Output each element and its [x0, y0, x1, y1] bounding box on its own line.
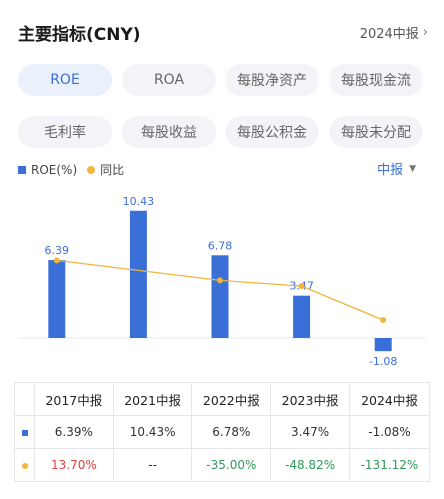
header: 主要指标(CNY) 2024中报 ›	[0, 0, 444, 56]
period-link[interactable]: 2024中报 ›	[360, 23, 428, 42]
yoy-point	[53, 257, 60, 264]
yoy-line	[56, 259, 384, 321]
tab-gross-margin[interactable]: 毛利率	[18, 116, 112, 148]
table-header-row: 2017中报 2021中报 2022中报 2023中报 2024中报	[14, 382, 431, 416]
table-corner	[14, 382, 35, 416]
tab-bvps[interactable]: 每股净资产	[225, 64, 319, 96]
column-header: 2022中报	[191, 382, 272, 416]
table-cell: -48.82%	[270, 448, 350, 482]
yoy-point	[298, 283, 305, 290]
table-cell: 6.39%	[34, 415, 114, 449]
yoy-point	[217, 277, 223, 284]
legend-yoy-label: 同比	[100, 163, 125, 177]
legend-roe-label: ROE(%)	[31, 162, 78, 177]
roe-row-marker	[14, 415, 35, 449]
table-cell: 6.78%	[191, 415, 272, 449]
table-row-roe: 6.39% 10.43% 6.78% 3.47% -1.08%	[14, 415, 431, 449]
table-row-yoy: 13.70% -- -35.00% -48.82% -131.12%	[14, 448, 431, 482]
table-cell: -1.08%	[348, 415, 431, 449]
column-header: 2023中报	[270, 382, 350, 416]
tab-undistributed[interactable]: 每股未分配	[329, 116, 423, 148]
tab-label: 每股净资产	[237, 73, 307, 89]
bar-value-label: 6.39	[45, 244, 70, 257]
period-label: 2024中报	[359, 27, 419, 42]
tab-roe[interactable]: ROE	[18, 64, 112, 96]
page-title: 主要指标(CNY)	[18, 25, 141, 45]
tab-capital-reserve[interactable]: 每股公积金	[225, 116, 319, 148]
tab-label: 毛利率	[44, 125, 86, 141]
table-cell: --	[112, 448, 193, 482]
table-cell: -35.00%	[191, 448, 272, 482]
dot-marker-icon	[21, 463, 28, 469]
roe-bar	[48, 260, 66, 338]
roe-bar	[293, 295, 311, 338]
tab-label: 每股未分配	[341, 125, 411, 141]
table-cell: 3.47%	[270, 415, 350, 449]
tab-label: ROA	[153, 72, 185, 88]
period-select[interactable]: 中报 ▼	[377, 159, 416, 178]
yoy-legend-marker	[87, 165, 96, 174]
caret-down-icon: ▼	[409, 163, 416, 174]
table-cell: 10.43%	[112, 415, 193, 449]
column-header: 2017中报	[34, 382, 114, 416]
roe-bar	[374, 338, 392, 352]
tab-label: ROE	[50, 72, 80, 88]
roe-bar	[211, 255, 229, 338]
roe-legend-marker	[18, 165, 26, 174]
tab-label: 每股公积金	[237, 125, 307, 141]
tab-cfps[interactable]: 每股现金流	[329, 64, 423, 96]
roe-bar	[129, 210, 147, 338]
bar-value-label: -1.08	[369, 355, 397, 368]
chevron-right-icon: ›	[422, 25, 428, 40]
tab-label: 每股现金流	[341, 73, 411, 89]
yoy-row-marker	[14, 448, 35, 482]
column-header: 2024中报	[348, 382, 431, 416]
tab-roa[interactable]: ROA	[122, 64, 216, 96]
data-table: 2017中报 2021中报 2022中报 2023中报 2024中报 6.39%…	[14, 382, 431, 482]
period-select-label: 中报	[377, 163, 404, 178]
bar-value-label: 6.78	[208, 239, 233, 252]
table-cell: -131.12%	[348, 448, 431, 482]
yoy-point	[380, 317, 387, 323]
bar-marker-icon	[21, 430, 28, 436]
bar-value-label: 10.43	[123, 195, 155, 208]
tab-label: 每股收益	[141, 125, 197, 141]
table-cell: 13.70%	[34, 448, 114, 482]
tab-eps[interactable]: 每股收益	[122, 116, 216, 148]
column-header: 2021中报	[112, 382, 193, 416]
chart-legend: ROE(%) 同比	[18, 161, 124, 178]
